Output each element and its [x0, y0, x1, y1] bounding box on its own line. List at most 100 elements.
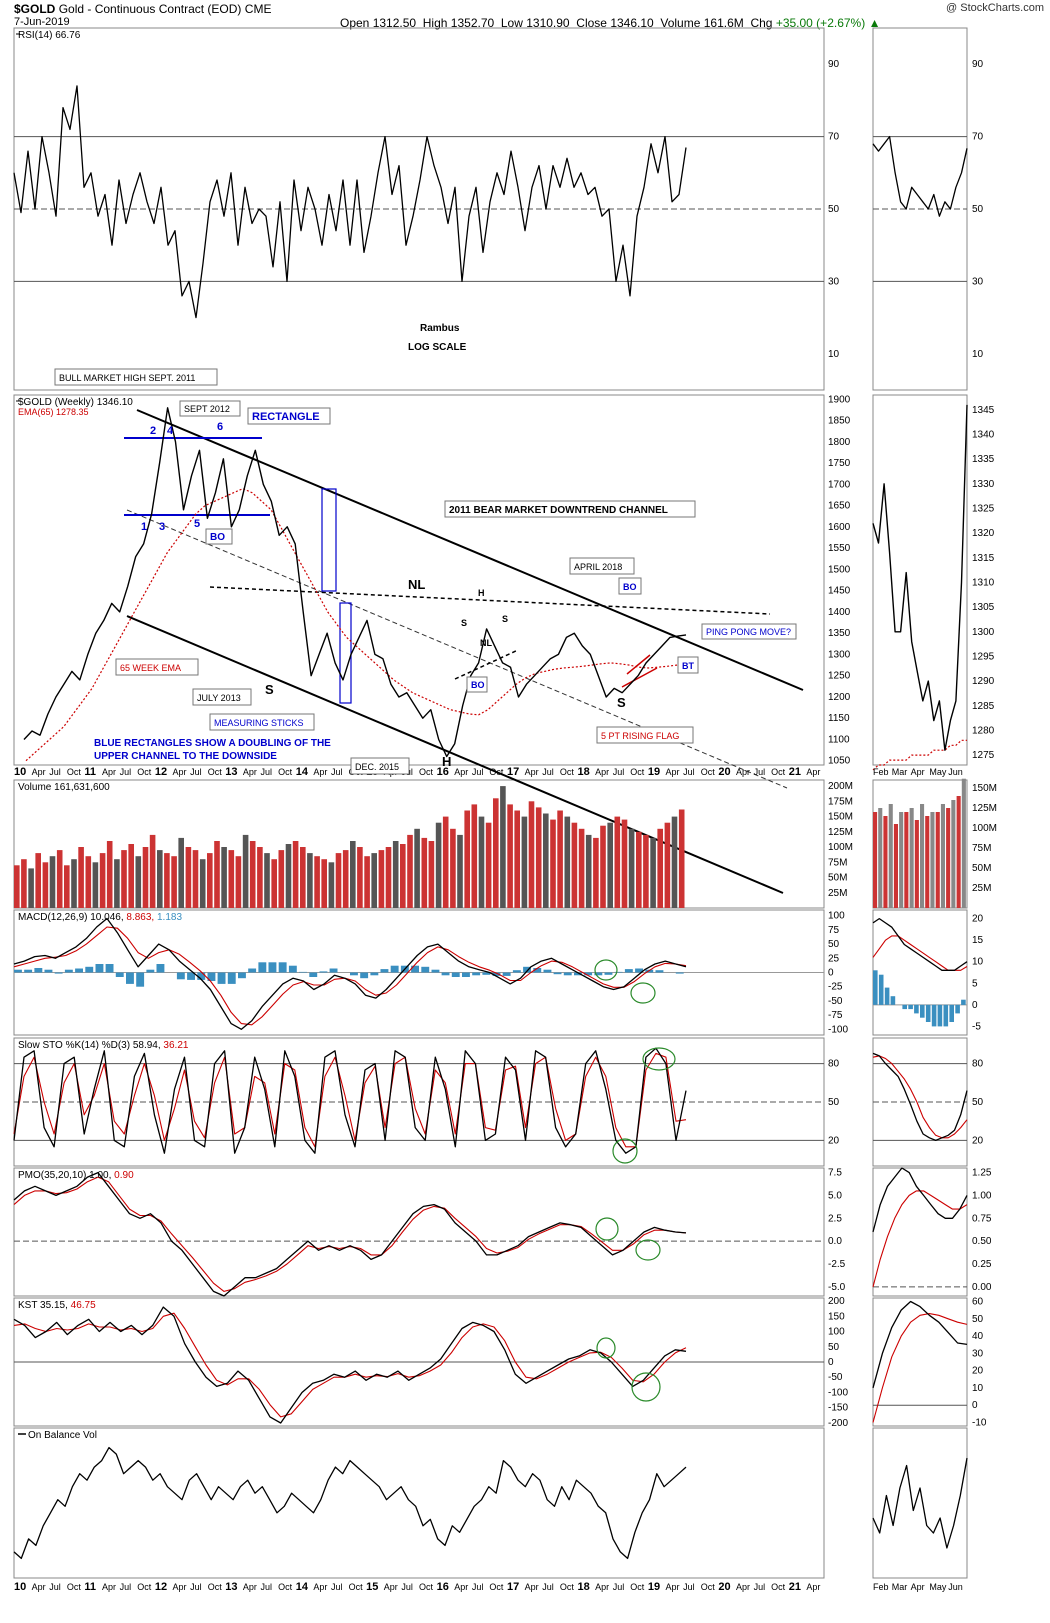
measuring-stick-1 — [321, 488, 337, 592]
volume-bar — [621, 819, 628, 908]
price-x-tick: Apr — [454, 767, 468, 777]
volume-axis-tick: 75M — [828, 857, 847, 868]
obv-x-tick: Oct — [560, 1582, 575, 1592]
volume-bar — [350, 841, 356, 908]
macd-histogram-bar — [451, 972, 460, 977]
macd-title: MACD(12,26,9) 10.046, 8.863, 1.183 — [18, 912, 182, 923]
channel-upper-line — [136, 409, 804, 691]
zoom-macd-axis-tick: -5 — [972, 1021, 981, 1032]
kst-axis-tick: -200 — [828, 1418, 848, 1429]
price-x-tick: Oct — [67, 767, 82, 777]
header-symbol-line: $GOLD Gold - Continuous Contract (EOD) C… — [14, 2, 271, 16]
slow-sto-title: Slow STO %K(14) %D(3) 58.94, 36.21 — [18, 1040, 189, 1051]
macd-histogram-bar — [574, 972, 582, 976]
obv-x-tick: Apr — [525, 1582, 539, 1592]
price-axis-tick: 1050 — [828, 756, 851, 767]
obv-x-tick: 13 — [225, 1581, 237, 1593]
macd-signal-line — [13, 926, 687, 1026]
slow-sto-axis-tick: 80 — [828, 1059, 840, 1070]
zoom-pmo-axis-tick: 0.75 — [972, 1213, 992, 1224]
zoom-price-axis-tick: 1345 — [972, 405, 995, 416]
zoom-macd-histogram-bar — [943, 1004, 949, 1027]
pmo-axis-tick: 5.0 — [828, 1190, 842, 1201]
label-bull-market-high-box — [54, 368, 218, 386]
obv-x-tick: Jul — [472, 1582, 484, 1592]
volume-label: Volume — [660, 16, 701, 30]
macd-histogram-bar — [207, 972, 216, 981]
zoom-volume-bar — [873, 812, 878, 908]
volume-bar — [364, 856, 370, 908]
obv-x-tick: Apr — [736, 1582, 750, 1592]
flag-line-lower — [621, 667, 658, 688]
zoom-macd-histogram-bar — [949, 1004, 954, 1022]
change-label: Chg — [750, 16, 773, 30]
pmo-axis-tick: 0.0 — [828, 1236, 842, 1247]
zoom-macd-axis-tick: 5 — [972, 978, 978, 989]
rsi-axis-tick: 50 — [828, 204, 840, 215]
macd-histogram-bar — [309, 972, 318, 977]
zoom-price-axis-tick: 1330 — [972, 479, 995, 490]
price-x-tick: 16 — [437, 766, 449, 778]
macd-histogram-bar — [299, 971, 307, 973]
zoom-panel-frame — [872, 1297, 968, 1427]
price-x-tick: Oct — [208, 767, 223, 777]
stockcharts-logo: @ StockCharts.com — [946, 2, 1044, 14]
low-label: Low — [500, 16, 523, 30]
volume-bar — [628, 828, 635, 908]
macd-histogram-bar — [64, 969, 73, 973]
zoom-price-axis-tick: 1285 — [972, 701, 995, 712]
volume-bar — [442, 816, 449, 908]
macd-histogram-bar — [268, 962, 277, 973]
zoom-panel-frame — [872, 1427, 968, 1579]
price-line — [23, 407, 687, 758]
price-x-tick: 12 — [155, 766, 167, 778]
obv-x-tick: Oct — [489, 1582, 504, 1592]
label-july-2013-box — [192, 688, 252, 706]
zoom-slow-sto-axis-tick: 80 — [972, 1059, 984, 1070]
volume-bar — [571, 822, 578, 908]
macd-circle-top — [594, 959, 618, 981]
volume-bar — [478, 816, 485, 908]
obv-x-tick: Apr — [666, 1582, 680, 1592]
volume-bar — [657, 828, 663, 908]
zoom-macd-histogram-bar — [902, 1004, 907, 1010]
panel-frame — [13, 1167, 825, 1297]
zoom-kst-axis-tick: 30 — [972, 1348, 984, 1359]
label-65-week-ema-box — [115, 658, 199, 676]
zoom-kst-axis-tick: 60 — [972, 1296, 984, 1307]
volume-bar — [485, 822, 492, 908]
kst-title: KST 35.15, 46.75 — [18, 1300, 96, 1311]
price-x-tick: 10 — [14, 766, 26, 778]
zoom-obv-x-tick: Mar — [892, 1582, 908, 1592]
pmo-circle — [595, 1217, 619, 1241]
zoom-volume-bar — [883, 816, 888, 908]
price-x-tick: Apr — [595, 767, 609, 777]
zoom-volume-axis-tick: 75M — [972, 843, 991, 854]
label-h-head: H — [442, 754, 451, 769]
zoom-price-line — [872, 404, 968, 751]
macd-histogram-bar — [319, 971, 328, 973]
zoom-price-axis-tick: 1325 — [972, 503, 995, 514]
price-x-tick: Apr — [666, 767, 680, 777]
volume-bar — [92, 862, 99, 908]
label-dec-2015: DEC. 2015 — [355, 762, 399, 772]
kst-line — [13, 1306, 687, 1424]
zoom-volume-bar — [925, 816, 930, 908]
volume-bar — [71, 859, 77, 908]
slow-sto-axis-tick: 50 — [828, 1097, 840, 1108]
flag-line-upper — [626, 654, 651, 675]
volume-axis-tick: 150M — [828, 812, 853, 823]
obv-x-tick: Jul — [401, 1582, 413, 1592]
obv-x-tick: Apr — [313, 1582, 327, 1592]
price-axis-tick: 1750 — [828, 458, 851, 469]
label-sept-2012: SEPT 2012 — [184, 404, 230, 414]
volume-bar — [242, 834, 249, 908]
zoom-kst-signal-line — [872, 1313, 968, 1423]
zoom-macd-line — [872, 917, 968, 971]
pmo-axis-tick: 7.5 — [828, 1168, 842, 1179]
macd-histogram-bar — [105, 964, 114, 973]
macd-axis-tick: 100 — [828, 911, 845, 922]
zoom-x-tick: Mar — [892, 767, 908, 777]
label-s-right: S — [617, 695, 626, 710]
macd-histogram-bar — [248, 968, 257, 973]
